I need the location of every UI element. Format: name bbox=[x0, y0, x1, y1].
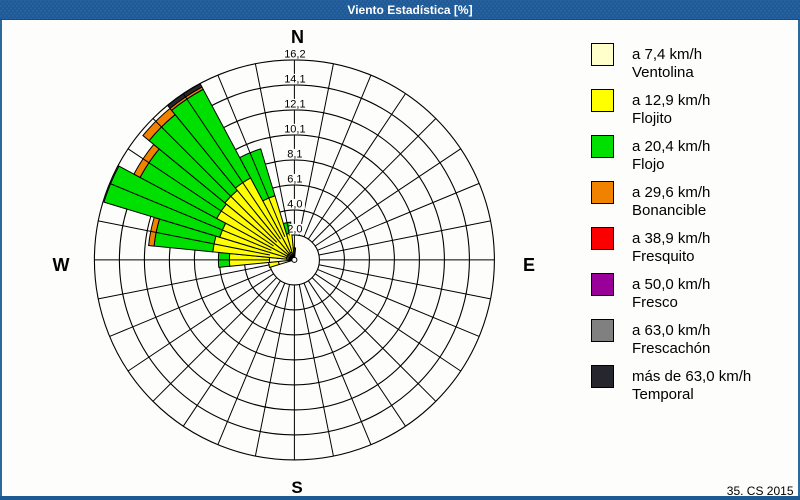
svg-text:8,1: 8,1 bbox=[287, 148, 302, 160]
svg-text:14,1: 14,1 bbox=[284, 73, 305, 85]
svg-text:2,0: 2,0 bbox=[287, 223, 302, 235]
svg-text:16,2: 16,2 bbox=[284, 48, 305, 60]
svg-text:4,0: 4,0 bbox=[287, 198, 302, 210]
svg-text:12,1: 12,1 bbox=[284, 98, 305, 110]
svg-text:6,1: 6,1 bbox=[287, 173, 302, 185]
svg-text:10,1: 10,1 bbox=[284, 123, 305, 135]
